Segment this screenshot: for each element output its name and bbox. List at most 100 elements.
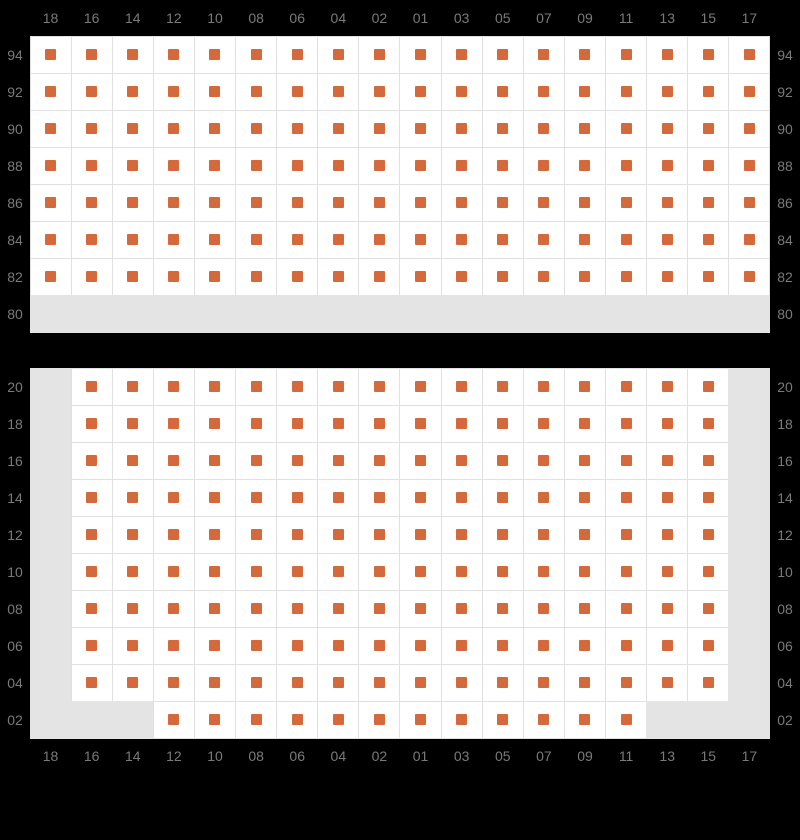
seat[interactable]: [523, 73, 565, 111]
seat[interactable]: [482, 627, 524, 665]
seat[interactable]: [112, 184, 154, 222]
seat[interactable]: [30, 73, 72, 111]
seat[interactable]: [317, 664, 359, 702]
seat[interactable]: [564, 664, 606, 702]
seat[interactable]: [441, 516, 483, 554]
seat[interactable]: [646, 553, 688, 591]
seat[interactable]: [194, 664, 236, 702]
seat[interactable]: [153, 701, 195, 739]
seat[interactable]: [564, 110, 606, 148]
seat[interactable]: [194, 701, 236, 739]
seat[interactable]: [441, 110, 483, 148]
seat[interactable]: [235, 701, 277, 739]
seat[interactable]: [605, 147, 647, 185]
seat[interactable]: [441, 479, 483, 517]
seat[interactable]: [358, 221, 400, 259]
seat[interactable]: [564, 73, 606, 111]
seat[interactable]: [112, 553, 154, 591]
seat[interactable]: [235, 516, 277, 554]
seat[interactable]: [482, 701, 524, 739]
seat[interactable]: [523, 258, 565, 296]
seat[interactable]: [482, 36, 524, 74]
seat[interactable]: [194, 36, 236, 74]
seat[interactable]: [112, 405, 154, 443]
seat[interactable]: [194, 516, 236, 554]
seat[interactable]: [235, 664, 277, 702]
seat[interactable]: [71, 36, 113, 74]
seat[interactable]: [523, 479, 565, 517]
seat[interactable]: [358, 73, 400, 111]
seat[interactable]: [399, 701, 441, 739]
seat[interactable]: [605, 221, 647, 259]
seat[interactable]: [153, 664, 195, 702]
seat[interactable]: [194, 442, 236, 480]
seat[interactable]: [71, 258, 113, 296]
seat[interactable]: [71, 221, 113, 259]
seat[interactable]: [646, 184, 688, 222]
seat[interactable]: [482, 73, 524, 111]
seat[interactable]: [235, 553, 277, 591]
seat[interactable]: [605, 479, 647, 517]
seat[interactable]: [441, 184, 483, 222]
seat[interactable]: [523, 405, 565, 443]
seat[interactable]: [358, 553, 400, 591]
seat[interactable]: [276, 147, 318, 185]
seat[interactable]: [112, 36, 154, 74]
seat[interactable]: [71, 442, 113, 480]
seat[interactable]: [441, 590, 483, 628]
seat[interactable]: [687, 110, 729, 148]
seat[interactable]: [358, 627, 400, 665]
seat[interactable]: [112, 590, 154, 628]
seat[interactable]: [441, 221, 483, 259]
seat[interactable]: [358, 36, 400, 74]
seat[interactable]: [687, 553, 729, 591]
seat[interactable]: [605, 368, 647, 406]
seat[interactable]: [399, 36, 441, 74]
seat[interactable]: [153, 553, 195, 591]
seat[interactable]: [646, 147, 688, 185]
seat[interactable]: [194, 73, 236, 111]
seat[interactable]: [564, 221, 606, 259]
seat[interactable]: [687, 664, 729, 702]
seat[interactable]: [276, 590, 318, 628]
seat[interactable]: [564, 368, 606, 406]
seat[interactable]: [317, 590, 359, 628]
seat[interactable]: [153, 627, 195, 665]
seat[interactable]: [276, 184, 318, 222]
seat[interactable]: [235, 184, 277, 222]
seat[interactable]: [358, 590, 400, 628]
seat[interactable]: [358, 184, 400, 222]
seat[interactable]: [71, 516, 113, 554]
seat[interactable]: [399, 442, 441, 480]
seat[interactable]: [605, 664, 647, 702]
seat[interactable]: [687, 184, 729, 222]
seat[interactable]: [276, 405, 318, 443]
seat[interactable]: [112, 221, 154, 259]
seat[interactable]: [399, 368, 441, 406]
seat[interactable]: [235, 590, 277, 628]
seat[interactable]: [30, 110, 72, 148]
seat[interactable]: [235, 479, 277, 517]
seat[interactable]: [194, 405, 236, 443]
seat[interactable]: [564, 36, 606, 74]
seat[interactable]: [441, 258, 483, 296]
seat[interactable]: [605, 627, 647, 665]
seat[interactable]: [441, 368, 483, 406]
seat[interactable]: [646, 664, 688, 702]
seat[interactable]: [646, 36, 688, 74]
seat[interactable]: [358, 442, 400, 480]
seat[interactable]: [317, 147, 359, 185]
seat[interactable]: [605, 184, 647, 222]
seat[interactable]: [523, 701, 565, 739]
seat[interactable]: [112, 479, 154, 517]
seat[interactable]: [317, 36, 359, 74]
seat[interactable]: [605, 553, 647, 591]
seat[interactable]: [71, 368, 113, 406]
seat[interactable]: [605, 590, 647, 628]
seat[interactable]: [399, 479, 441, 517]
seat[interactable]: [153, 590, 195, 628]
seat[interactable]: [523, 221, 565, 259]
seat[interactable]: [153, 36, 195, 74]
seat[interactable]: [276, 516, 318, 554]
seat[interactable]: [276, 627, 318, 665]
